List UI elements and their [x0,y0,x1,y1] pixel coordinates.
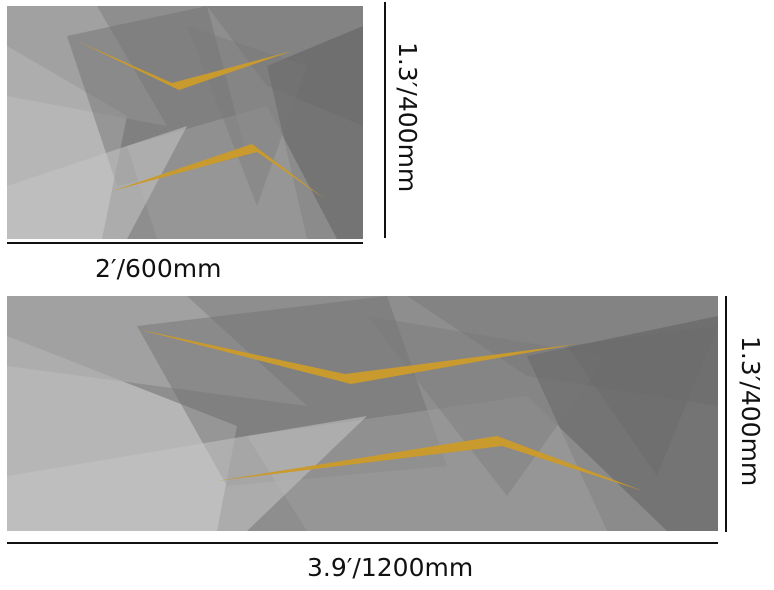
rug-large-image [7,296,718,531]
large-rug-width-line [7,542,718,544]
small-rug-height-line [384,2,386,238]
large-rug-width-label: 3.9′/1200mm [307,553,474,582]
large-rug-height-label: 1.3′/400mm [736,336,765,487]
small-rug-height-label: 1.3′/400mm [393,42,422,193]
large-rug-height-line [725,296,727,532]
small-rug-width-line [7,242,363,244]
rug-small-image [7,6,363,239]
small-rug-width-label: 2′/600mm [95,254,222,283]
